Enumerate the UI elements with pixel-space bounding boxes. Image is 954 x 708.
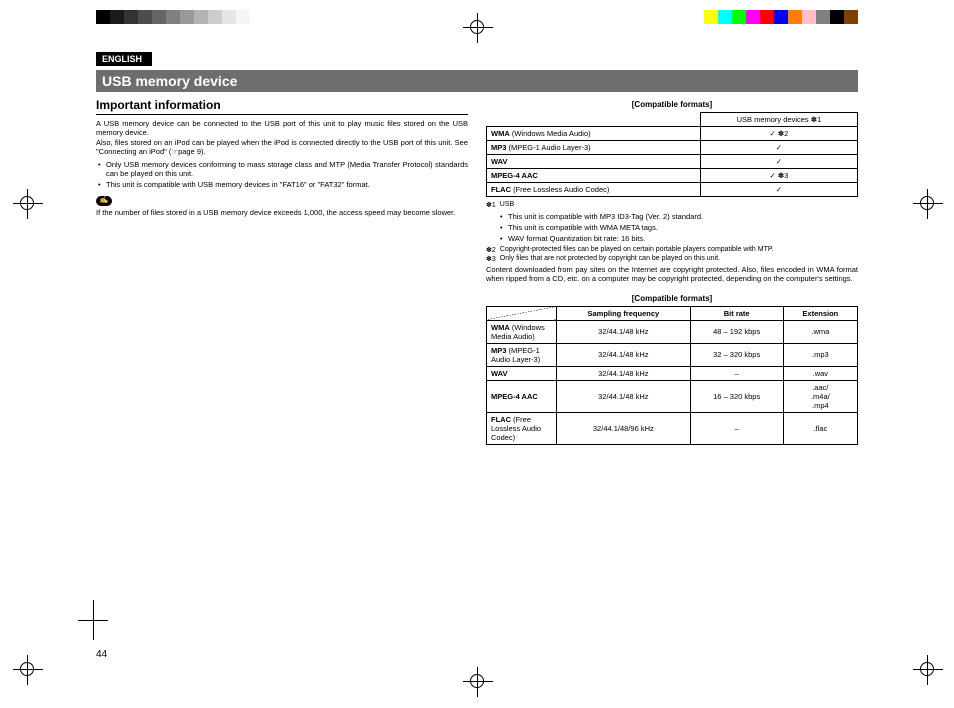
note-icon: ✍ bbox=[96, 196, 112, 206]
extension: .aac/ .m4a/ .mp4 bbox=[783, 380, 857, 412]
format-name: WAV bbox=[487, 155, 701, 169]
table-header: USB memory devices ✽1 bbox=[700, 113, 857, 127]
grayscale-calibration-bar bbox=[96, 10, 264, 24]
format-name: MP3 (MPEG-1 Audio Layer-3) bbox=[487, 343, 557, 366]
diagonal-header-cell bbox=[487, 306, 557, 320]
extension: .mp3 bbox=[783, 343, 857, 366]
format-support: ✓ bbox=[700, 155, 857, 169]
bit-rate: 32 – 320 kbps bbox=[690, 343, 783, 366]
table-caption: [Compatible formats] bbox=[486, 100, 858, 109]
footnotes: ✽1USB This unit is compatible with MP3 I… bbox=[486, 201, 858, 284]
bullet-item: Only USB memory devices conforming to ma… bbox=[98, 160, 468, 178]
subsection-heading: Important information bbox=[96, 98, 468, 115]
format-name: WMA (Windows Media Audio) bbox=[487, 320, 557, 343]
compatible-formats-table-2: Sampling frequency Bit rate Extension WM… bbox=[486, 306, 858, 445]
format-name: FLAC (Free Lossless Audio Codec) bbox=[487, 183, 701, 197]
extension: .flac bbox=[783, 412, 857, 444]
page-number: 44 bbox=[96, 649, 107, 660]
bit-rate: – bbox=[690, 366, 783, 380]
format-name: MP3 (MPEG-1 Audio Layer-3) bbox=[487, 141, 701, 155]
page-content: ENGLISH USB memory device Important info… bbox=[96, 52, 858, 638]
color-calibration-bar bbox=[690, 10, 858, 24]
registration-mark bbox=[470, 20, 484, 36]
sampling-freq: 32/44.1/48/96 kHz bbox=[557, 412, 691, 444]
bit-rate: 16 – 320 kbps bbox=[690, 380, 783, 412]
t2-body: WMA (Windows Media Audio)32/44.1/48 kHz4… bbox=[487, 320, 858, 444]
sampling-freq: 32/44.1/48 kHz bbox=[557, 320, 691, 343]
extension: .wma bbox=[783, 320, 857, 343]
bullet-item: This unit is compatible with USB memory … bbox=[98, 180, 468, 189]
right-column: [Compatible formats] USB memory devices … bbox=[486, 98, 858, 445]
format-name: WAV bbox=[487, 366, 557, 380]
note-text: If the number of files stored in a USB m… bbox=[96, 208, 468, 217]
bullet-list: Only USB memory devices conforming to ma… bbox=[98, 160, 468, 189]
format-name: MPEG-4 AAC bbox=[487, 380, 557, 412]
registration-mark bbox=[920, 662, 934, 678]
body-text: Also, files stored on an iPod can be pla… bbox=[96, 138, 468, 157]
registration-mark bbox=[470, 674, 484, 690]
bit-rate: – bbox=[690, 412, 783, 444]
compatible-formats-table-1: USB memory devices ✽1 WMA (Windows Media… bbox=[486, 112, 858, 197]
registration-mark bbox=[920, 196, 934, 212]
format-support: ✓ ✽2 bbox=[700, 127, 857, 141]
table-caption: [Compatible formats] bbox=[486, 294, 858, 303]
registration-mark bbox=[20, 196, 34, 212]
sampling-freq: 32/44.1/48 kHz bbox=[557, 343, 691, 366]
sampling-freq: 32/44.1/48 kHz bbox=[557, 380, 691, 412]
section-title: USB memory device bbox=[96, 70, 858, 92]
format-name: MPEG-4 AAC bbox=[487, 169, 701, 183]
format-name: WMA (Windows Media Audio) bbox=[487, 127, 701, 141]
format-support: ✓ ✽3 bbox=[700, 169, 857, 183]
t1-body: WMA (Windows Media Audio)✓ ✽2MP3 (MPEG-1… bbox=[487, 127, 858, 197]
body-text: A USB memory device can be connected to … bbox=[96, 119, 468, 138]
format-support: ✓ bbox=[700, 183, 857, 197]
format-name: FLAC (Free Lossless Audio Codec) bbox=[487, 412, 557, 444]
extension: .wav bbox=[783, 366, 857, 380]
language-tab: ENGLISH bbox=[96, 52, 152, 66]
left-column: Important information A USB memory devic… bbox=[96, 98, 468, 445]
sampling-freq: 32/44.1/48 kHz bbox=[557, 366, 691, 380]
format-support: ✓ bbox=[700, 141, 857, 155]
bit-rate: 48 – 192 kbps bbox=[690, 320, 783, 343]
registration-mark bbox=[20, 662, 34, 678]
